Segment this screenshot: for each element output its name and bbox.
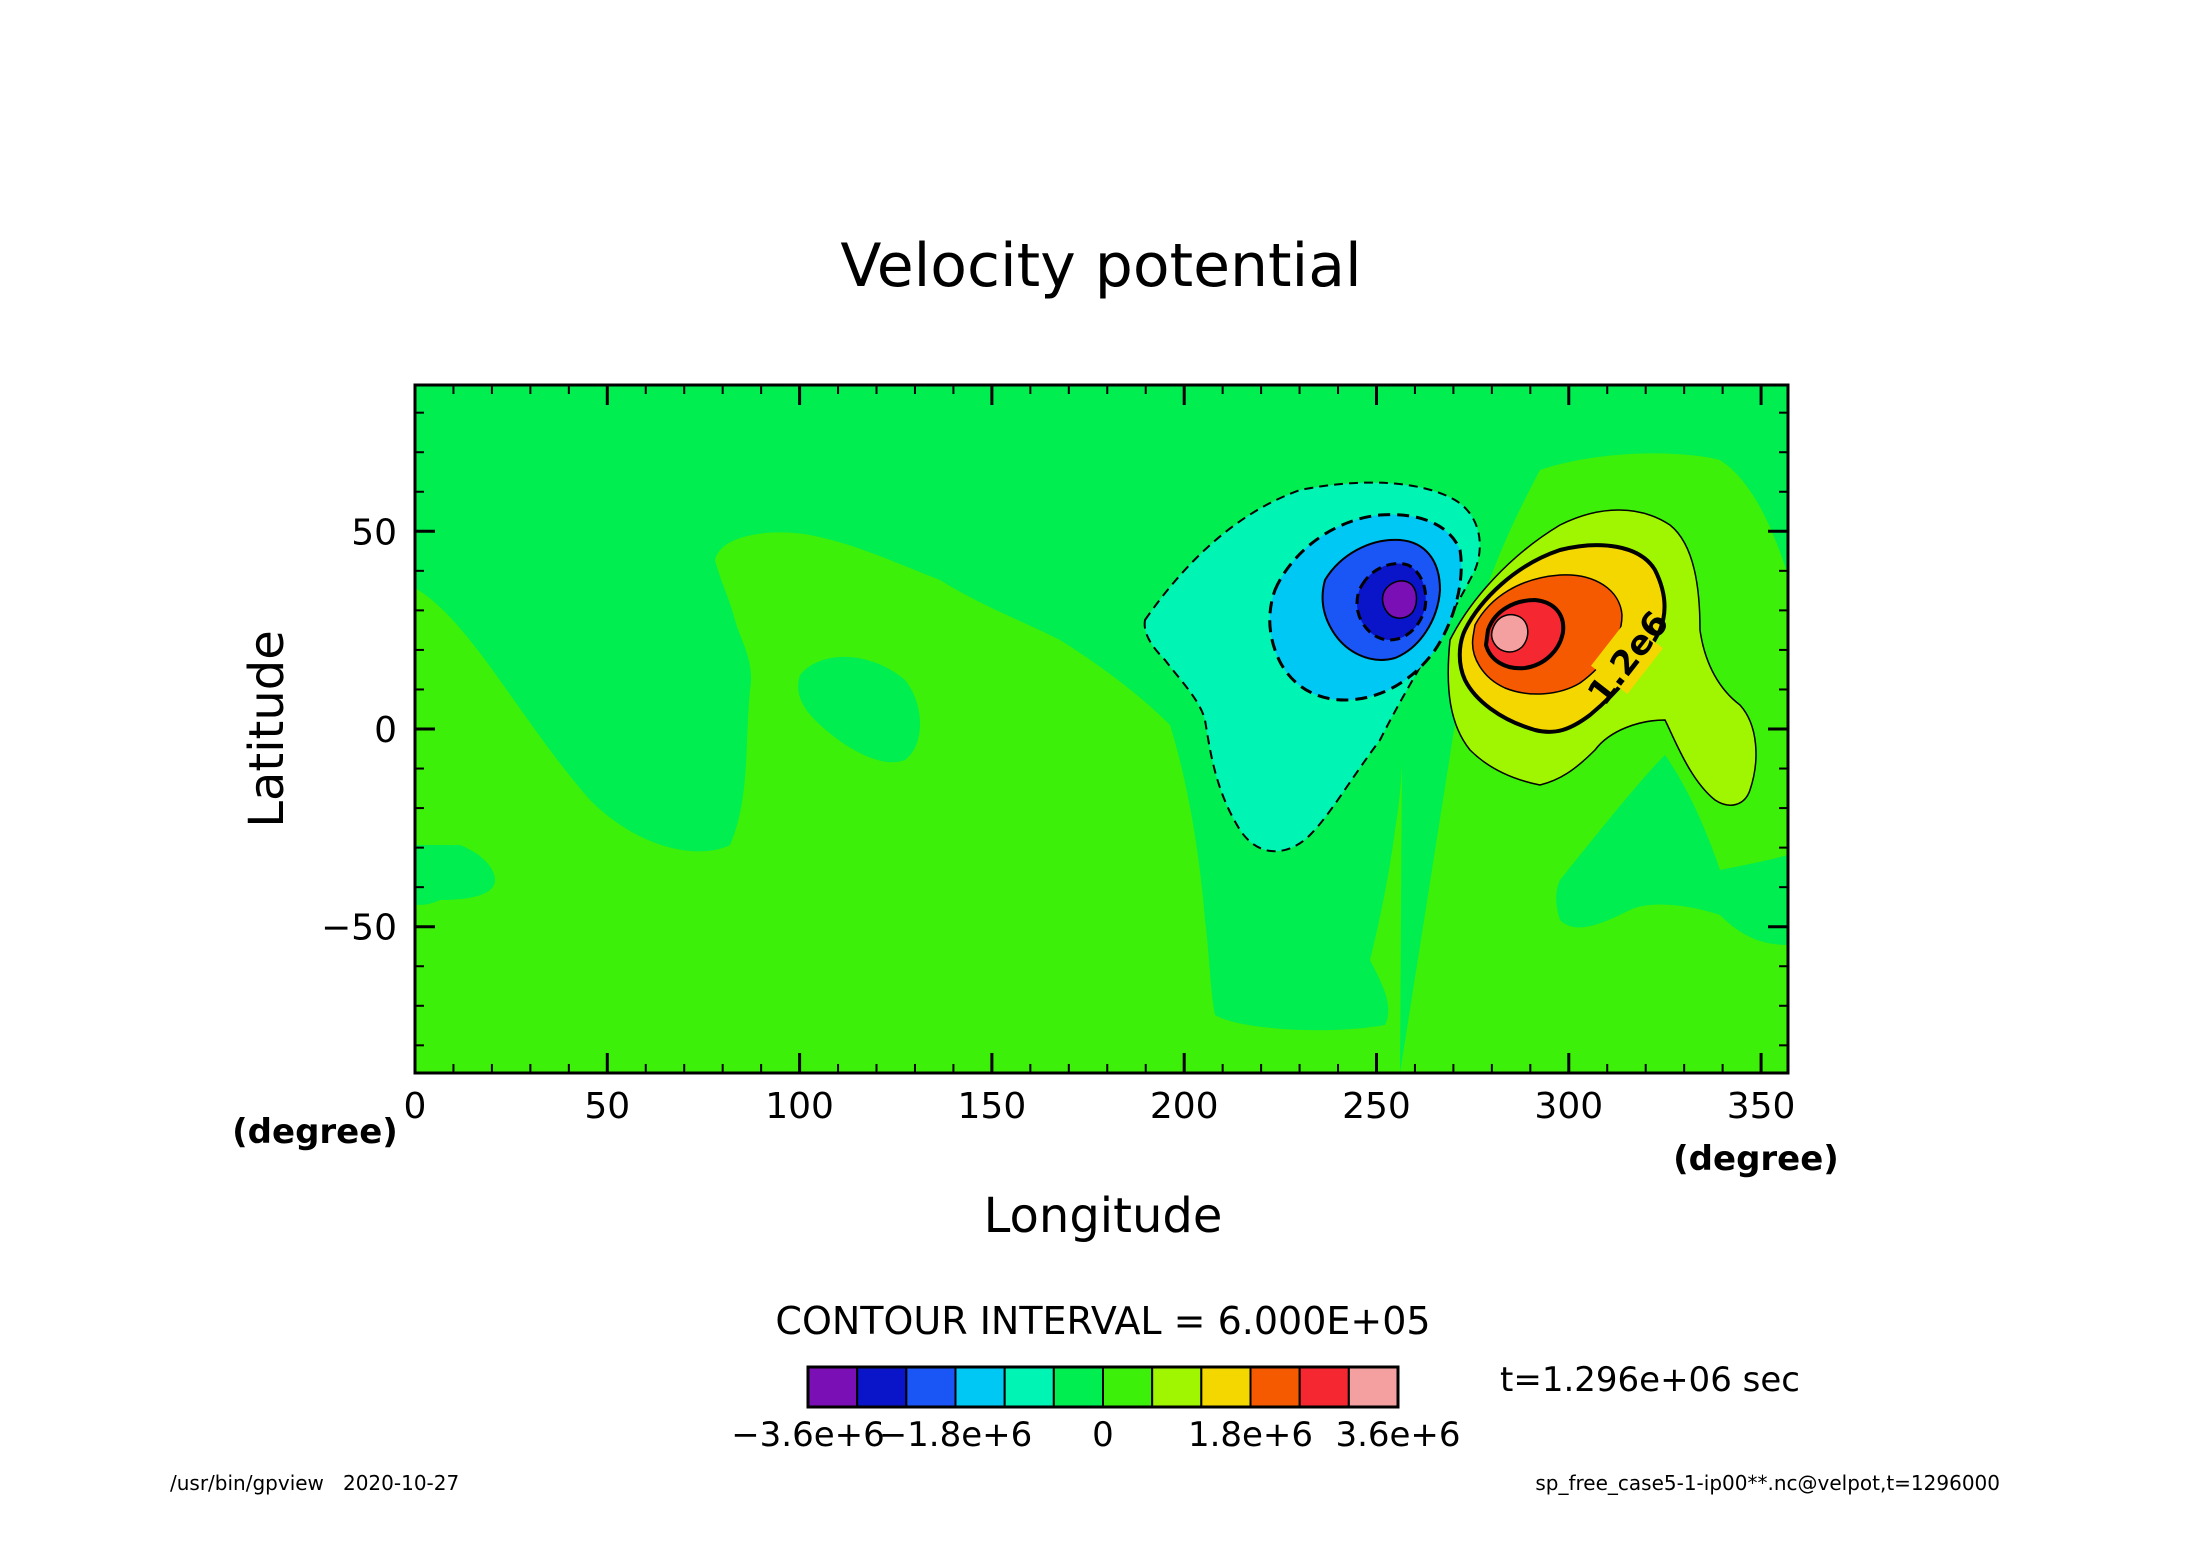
- colorbar-swatch: [856, 1366, 908, 1408]
- x-tick-label: 350: [1727, 1086, 1796, 1127]
- colorbar-swatch: [1249, 1366, 1301, 1408]
- footer-left: /usr/bin/gpview 2020-10-27: [170, 1471, 459, 1495]
- colorbar-tick-label: 1.8e+6: [1188, 1415, 1313, 1455]
- colorbar-swatch: [1003, 1366, 1055, 1408]
- colorbar-tick-label: −3.6e+6: [731, 1415, 885, 1455]
- island-central: [798, 656, 920, 763]
- colorbar: −3.6e+6−1.8e+6 0 1.8e+6 3.6e+6: [731, 1365, 1461, 1455]
- y-tick-label: 0: [374, 710, 397, 751]
- y-tick-label: 50: [351, 512, 397, 553]
- x-tick-label: 200: [1150, 1086, 1219, 1127]
- contour-fill-pos-3000000: [1490, 614, 1529, 653]
- x-tick-label: 50: [584, 1086, 630, 1127]
- colorbar-swatch: [1347, 1366, 1400, 1408]
- colorbar-swatch: [1151, 1366, 1203, 1408]
- x-axis-label: Longitude: [984, 1188, 1223, 1244]
- chart-title: Velocity potential: [840, 231, 1361, 301]
- axes: 0 50 100 150 200 250 300 350 −50 0 50: [321, 385, 1795, 1127]
- y-axis-label: Latitude: [239, 630, 295, 828]
- x-unit-right: (degree): [1673, 1139, 1839, 1179]
- x-tick-label: 300: [1534, 1086, 1603, 1127]
- island-southwest: [415, 845, 495, 905]
- contour-fill-neg-3000000: [1381, 580, 1418, 619]
- colorbar-tick-label: −1.8e+6: [879, 1415, 1033, 1455]
- colorbar-swatch: [1200, 1366, 1252, 1408]
- x-tick-label: 250: [1342, 1086, 1411, 1127]
- island-southeast: [1556, 755, 1788, 945]
- colorbar-frame: [806, 1365, 1400, 1409]
- plot-area: 1.2e6: [415, 385, 1788, 1073]
- x-tick-label: 0: [404, 1086, 427, 1127]
- contour-label-box: [1591, 619, 1663, 695]
- colorbar-tick-label: 0: [1092, 1415, 1114, 1455]
- x-tick-label: 150: [958, 1086, 1027, 1127]
- colorbar-swatch: [905, 1366, 957, 1408]
- region-positive-west: [415, 532, 1402, 1073]
- footer-right: sp_free_case5-1-ip00**.nc@velpot,t=12960…: [1535, 1471, 2000, 1495]
- colorbar-swatch: [1298, 1366, 1350, 1408]
- contour-interval-label: CONTOUR INTERVAL = 6.000E+05: [775, 1299, 1430, 1343]
- colorbar-swatch: [1102, 1366, 1154, 1408]
- colorbar-tick-label: 3.6e+6: [1335, 1415, 1460, 1455]
- x-tick-label: 100: [765, 1086, 834, 1127]
- colorbar-swatch: [954, 1366, 1006, 1408]
- time-label: t=1.296e+06 sec: [1500, 1360, 1800, 1400]
- colorbar-swatch: [1052, 1366, 1105, 1408]
- y-tick-label: −50: [321, 908, 397, 949]
- colorbar-swatch: [807, 1366, 859, 1408]
- x-unit-left: (degree): [232, 1112, 398, 1152]
